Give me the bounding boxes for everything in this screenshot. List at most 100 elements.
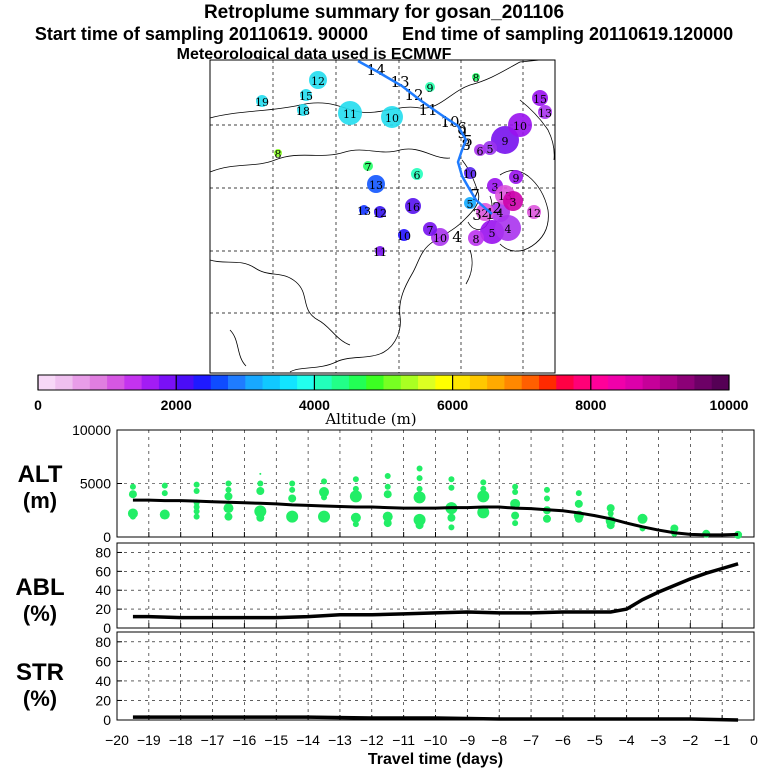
colorbar-swatch (556, 375, 574, 390)
x-tick-label: −13 (328, 732, 352, 748)
colorbar-swatch (418, 375, 436, 390)
colorbar-swatch (279, 375, 298, 390)
altitude-point (575, 490, 582, 497)
altitude-point (350, 512, 361, 523)
plume-marker (367, 175, 385, 193)
colorbar-swatch (538, 375, 557, 390)
end-time-label: End time of sampling 20110619.120000 (402, 24, 734, 44)
colorbar-swatch (348, 375, 367, 390)
x-tick-label: −6 (555, 732, 571, 748)
altitude-point (159, 509, 170, 520)
colorbar-tick-label: 6000 (437, 397, 468, 413)
y-tick-label: 40 (95, 582, 111, 598)
plume-marker (464, 167, 476, 179)
map-label: 13 (538, 107, 552, 120)
map-label: 15 (299, 90, 313, 103)
map-label: 8 (275, 148, 282, 161)
map-label: 6 (477, 145, 484, 158)
y-tick-label: 80 (95, 544, 111, 560)
colorbar-swatch (297, 375, 315, 390)
colorbar-swatch (210, 375, 229, 390)
colorbar-swatch (228, 375, 246, 390)
map-label: 15 (533, 93, 547, 106)
colorbar-swatch (400, 375, 419, 390)
colorbar-tick-label: 10000 (710, 397, 749, 413)
colorbar-swatch (193, 375, 212, 390)
altitude-point (318, 510, 331, 523)
plume-marker (468, 230, 484, 246)
y-tick-label: 0 (103, 712, 111, 728)
plume-marker (472, 73, 480, 81)
x-tick-label: −18 (169, 732, 193, 748)
plume-marker (375, 246, 385, 256)
altitude-point (607, 510, 614, 517)
colorbar-swatch (642, 375, 661, 390)
altitude-point (511, 511, 520, 520)
colorbar-swatch (625, 375, 644, 390)
map-label: 10 (385, 112, 399, 125)
x-tick-label: −7 (523, 732, 539, 748)
plume-marker (495, 215, 521, 241)
altitude-point (477, 490, 490, 503)
colorbar-swatch (331, 375, 350, 390)
map-label: 8 (473, 72, 480, 85)
altitude-point (606, 521, 615, 530)
map-label: 13 (390, 73, 409, 91)
altitude-point (416, 465, 423, 472)
colorbar-swatch (107, 375, 125, 390)
map-label: 2 (492, 199, 502, 217)
map-label: 7 (427, 224, 434, 237)
map-label: 3 (492, 181, 499, 194)
map-label: 5 (489, 227, 496, 240)
altitude-point (448, 524, 455, 531)
map-label: 4 (497, 207, 504, 220)
map-label: 3 (510, 196, 517, 209)
trajectory-line (357, 59, 493, 215)
altitude-point (383, 519, 392, 528)
map-label: 7 (365, 161, 372, 174)
panel-label-name: ALT (18, 461, 63, 488)
map-label: 18 (296, 105, 310, 118)
colorbar-swatch (452, 375, 471, 390)
altitude-point (161, 490, 168, 497)
x-tick-label: −8 (491, 732, 507, 748)
colorbar-tick-label: 4000 (299, 397, 330, 413)
x-axis-label: Travel time (days) (368, 751, 503, 768)
colorbar-tick-label: 8000 (575, 397, 606, 413)
map-label: 12 (311, 75, 325, 88)
plume-marker (309, 71, 327, 89)
altitude-point (161, 482, 168, 489)
coastline (209, 259, 351, 346)
map-label: 9 (513, 172, 520, 185)
colorbar-swatch (366, 375, 384, 390)
altitude-point (129, 513, 136, 520)
map-label: 13 (357, 205, 371, 218)
map-label: 10 (397, 230, 411, 243)
altitude-point (637, 513, 648, 524)
map-label: 7 (470, 186, 480, 204)
colorbar-swatch (659, 375, 678, 390)
x-tick-label: −3 (650, 732, 666, 748)
y-tick-label: 40 (95, 673, 111, 689)
altitude-point (321, 494, 328, 501)
start-time-label: Start time of sampling 20110619. 90000 (34, 24, 368, 44)
chart-title: Retroplume summary for gosan_201106 (203, 2, 565, 23)
plume-marker (483, 141, 497, 155)
altitude-point (543, 495, 550, 502)
altitude-point (413, 491, 426, 504)
x-tick-label: −1 (714, 732, 730, 748)
x-tick-label: −5 (587, 732, 603, 748)
altitude-point (319, 487, 330, 498)
map-label: 5 (467, 198, 474, 211)
x-tick-label: −10 (424, 732, 448, 748)
x-tick-label: 0 (750, 732, 758, 748)
abl-line (132, 562, 739, 620)
plume-marker (256, 95, 268, 107)
y-tick-label: 0 (103, 529, 111, 545)
time-series-panels: 0500010000ALT(m)020406080ABL(%)020406080… (15, 422, 758, 768)
y-tick-label: 5000 (80, 476, 111, 492)
altitude-point (349, 490, 362, 503)
plume-marker (338, 101, 362, 125)
